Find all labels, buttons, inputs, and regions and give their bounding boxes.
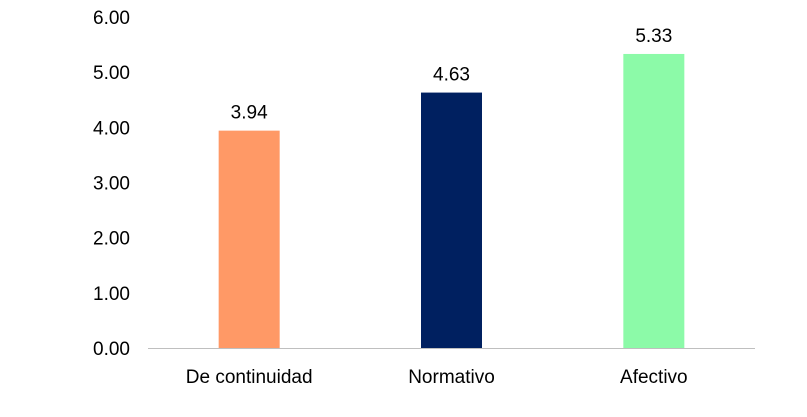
data-label: 4.63: [433, 65, 470, 86]
category-label: De continuidad: [186, 367, 313, 388]
bar: [218, 130, 280, 348]
data-label: 5.33: [635, 26, 672, 47]
y-tick-label: 1.00: [93, 284, 130, 305]
category-label: Normativo: [408, 367, 495, 388]
y-tick-label: 2.00: [93, 229, 130, 250]
data-labels: 3.94 4.63 5.33: [231, 26, 673, 124]
y-axis-tick-labels: 0.00 1.00 2.00 3.00 4.00 5.00 6.00: [93, 8, 130, 360]
y-tick-label: 0.00: [93, 339, 130, 360]
data-label: 3.94: [231, 103, 268, 124]
bar: [623, 53, 685, 348]
y-tick-label: 3.00: [93, 174, 130, 195]
category-label: Afectivo: [620, 367, 688, 388]
bar: [421, 92, 482, 348]
bars: [218, 53, 685, 348]
y-tick-label: 4.00: [93, 118, 130, 139]
y-tick-label: 5.00: [93, 63, 130, 84]
y-tick-label: 6.00: [93, 8, 130, 29]
category-labels: De continuidad Normativo Afectivo: [186, 367, 688, 388]
